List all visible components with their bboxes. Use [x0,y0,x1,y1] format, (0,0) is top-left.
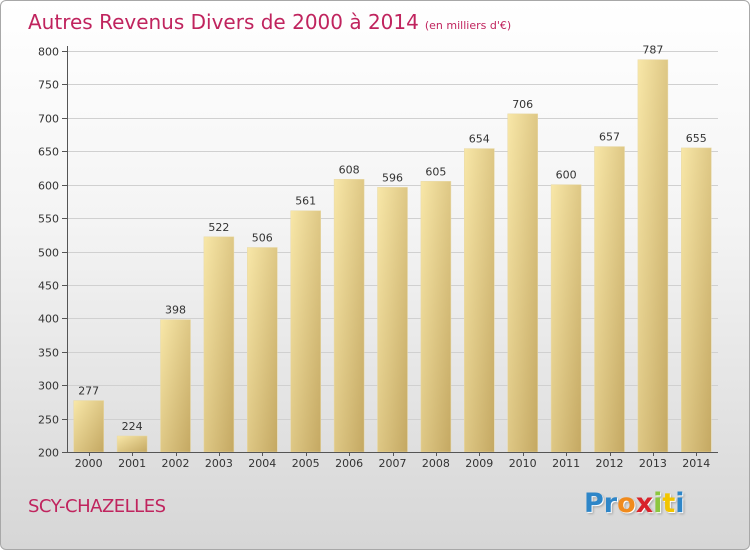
bar-value-label: 600 [556,169,577,182]
x-tick-label: 2003 [205,457,233,470]
y-tick-label: 250 [38,414,59,427]
bar [160,319,191,453]
bar [377,187,408,453]
bar-value-label: 522 [208,221,229,234]
bar-value-label: 655 [686,132,707,145]
proxiti-logo: Proxiti [584,488,685,519]
logo-letter: r [603,488,618,519]
x-tick-label: 2013 [639,457,667,470]
bar [550,184,582,453]
bar-chart: 277 224 398 522 506 561 608 596 605 654 706 600 657 7… [38,44,718,470]
commune-name: SCY-CHAZELLES [28,496,166,517]
bar-value-label: 706 [512,98,533,111]
x-tick-label: 2007 [379,457,407,470]
bar [116,435,148,453]
y-tick-label: 650 [38,146,59,159]
bar-value-label: 608 [339,163,360,176]
bar [203,236,235,453]
x-tick-label: 2000 [75,457,103,470]
bar [420,181,452,453]
x-tick-label: 2011 [552,457,580,470]
bar [507,113,538,453]
bar [333,179,365,453]
chart-title: Autres Revenus Divers de 2000 à 2014 (en … [28,10,511,34]
bar-value-label: 657 [599,131,620,144]
bar-value-label: 398 [165,304,186,317]
y-tick-label: 450 [38,280,59,293]
logo-letter: P [584,488,604,519]
x-tick-label: 2006 [335,457,363,470]
x-tick-label: 2009 [465,457,493,470]
x-tick-label: 2002 [162,457,190,470]
logo-letter: x [635,488,654,519]
bar [464,148,495,453]
title-main: Autres Revenus Divers de 2000 à 2014 [28,10,419,34]
logo-letter: i [675,488,685,519]
bar-value-label: 596 [382,171,403,184]
y-tick-label: 200 [38,447,59,460]
bar [637,59,669,453]
bar-value-label: 277 [78,385,99,398]
logo-letter: t [662,488,676,519]
y-tick-label: 600 [38,180,59,193]
bar-value-label: 787 [642,44,663,57]
y-tick-label: 800 [38,46,59,59]
x-tick-label: 2012 [596,457,624,470]
bar [247,247,278,453]
y-tick-label: 700 [38,113,59,126]
x-tick-label: 2008 [422,457,450,470]
y-tick-label: 550 [38,213,59,226]
y-tick-label: 300 [38,380,59,393]
bar [73,400,104,453]
bar-value-label: 506 [252,231,273,244]
x-tick-label: 2014 [682,457,710,470]
bar-value-label: 561 [295,195,316,208]
title-unit: (en milliers d'€) [424,19,512,32]
x-tick-label: 2005 [292,457,320,470]
x-tick-label: 2001 [118,457,146,470]
y-tick-label: 750 [38,79,59,92]
y-tick-label: 350 [38,347,59,360]
bar-value-label: 605 [425,165,446,178]
bar [594,146,625,453]
bar [681,147,712,453]
logo-letter: o [617,488,636,519]
y-tick-label: 500 [38,247,59,260]
bar [290,210,321,453]
y-tick-label: 400 [38,313,59,326]
bar-value-label: 224 [122,420,143,433]
x-tick-label: 2004 [248,457,276,470]
x-tick-label: 2010 [509,457,537,470]
bar-value-label: 654 [469,133,490,146]
logo-letter: i [653,488,663,519]
